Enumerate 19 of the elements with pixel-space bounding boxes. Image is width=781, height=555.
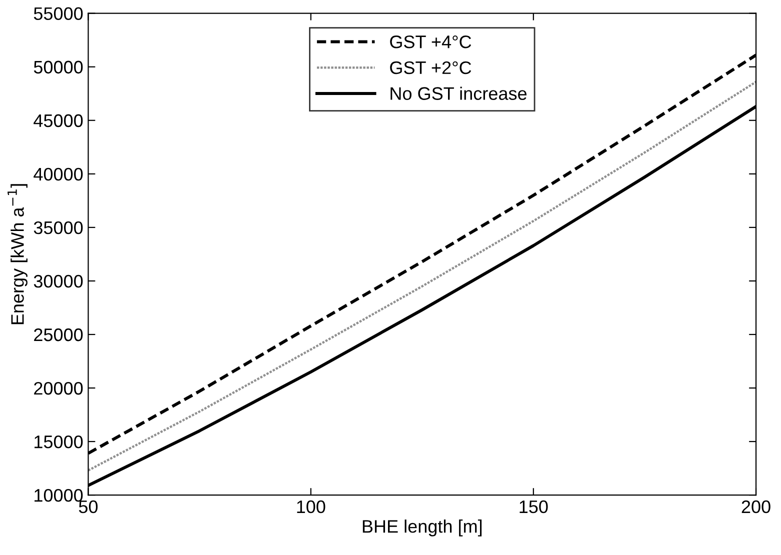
y-axis-title: Energy [kWh a$^{−1}$]: [8, 184, 28, 324]
x-tick-label: 50: [78, 500, 98, 514]
y-tick-label: 30000: [34, 274, 83, 288]
y-tick-label: 35000: [34, 221, 83, 234]
legend-label: GST +2°C: [390, 61, 472, 74]
y-tick-label: 40000: [34, 168, 83, 181]
legend-label: GST +4°C: [390, 35, 472, 48]
x-tick-label: 200: [742, 500, 770, 514]
legend-label: No GST increase: [390, 86, 527, 100]
x-tick-label: 100: [297, 500, 326, 514]
y-tick-label: 45000: [34, 114, 83, 128]
y-tick-label: 15000: [34, 435, 83, 448]
y-tick-label: 25000: [34, 328, 83, 342]
y-tick-label: 55000: [34, 7, 83, 20]
y-tick-label: 50000: [34, 60, 83, 74]
y-tick-label: 20000: [34, 382, 83, 395]
x-tick-label: 150: [520, 500, 548, 514]
x-axis-title: BHE length [m]: [362, 520, 482, 536]
y-tick-label: 10000: [34, 488, 83, 502]
